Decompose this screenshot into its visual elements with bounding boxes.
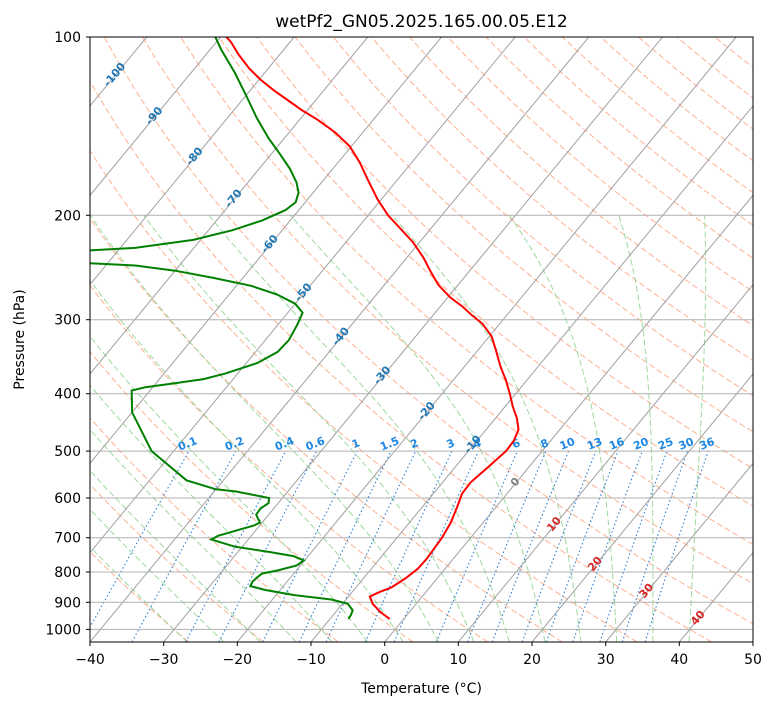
mixing-ratio-line [644, 450, 709, 642]
mixing-ratio-label: 3 [445, 436, 457, 451]
mixing-ratio-line [131, 450, 237, 642]
moist-adiabat-line [90, 215, 439, 642]
mixing-ratio-line [262, 450, 358, 642]
mixing-ratio-line [599, 450, 668, 642]
mixing-ratio-label: 36 [697, 435, 716, 453]
x-tick-label: 20 [523, 652, 541, 668]
x-axis-ticks: −40 −30 −20 −10 0 10 20 30 40 50 [75, 642, 762, 668]
chart-title: wetPf2_GN05.2025.165.00.05.E12 [275, 12, 567, 32]
pressure-gridlines [90, 37, 753, 630]
dry-adiabat-line [90, 217, 563, 642]
temperature-series-line [225, 37, 520, 620]
y-axis-label: Pressure (hPa) [12, 289, 28, 389]
mixing-ratio-label: 25 [656, 435, 675, 453]
mixing-ratio-line [393, 450, 480, 642]
moist-adiabat-line [90, 335, 369, 642]
x-tick-label: 10 [449, 652, 467, 668]
mixing-ratio-label: 1 [350, 436, 362, 451]
mixing-ratio-label: 16 [607, 435, 626, 453]
isotherm-line [90, 37, 221, 197]
y-tick-label: 100 [54, 30, 81, 46]
moist-adiabats [90, 214, 707, 642]
dry-adiabat-line [90, 284, 488, 642]
dry-adiabat-line [90, 350, 414, 642]
mixing-ratio-line [572, 450, 643, 642]
mixing-ratio-label: 13 [585, 435, 604, 453]
moist-adiabat-line [90, 469, 261, 642]
moist-adiabat-line [143, 215, 475, 642]
y-tick-label: 700 [54, 531, 81, 547]
dry-adiabat-line [90, 149, 638, 642]
mixing-ratio-line [491, 450, 570, 642]
mixing-ratio-label: 8 [539, 436, 551, 451]
y-tick-label: 1000 [45, 622, 81, 638]
moist-adiabat-line [391, 214, 582, 642]
y-axis-ticks: 100 200 300 400 500 600 700 800 900 1000 [45, 30, 90, 638]
y-tick-label: 500 [54, 444, 81, 460]
moist-adiabat-line [618, 215, 654, 642]
mixing-ratio-line [466, 450, 547, 642]
isotherm-line [90, 37, 295, 286]
y-tick-label: 200 [54, 208, 81, 224]
mixing-ratio-label: 30 [677, 435, 696, 453]
dry-adiabat-line [90, 483, 264, 642]
dry-adiabat-line [90, 80, 712, 642]
moist-adiabat-line [90, 384, 333, 642]
mixing-ratio-label: 10 [558, 435, 577, 453]
x-tick-label: 50 [744, 652, 762, 668]
dry-adiabat-line [332, 37, 753, 397]
x-tick-label: −10 [296, 652, 326, 668]
dry-adiabat-line [294, 37, 753, 433]
dry-adiabat-line [409, 37, 753, 327]
y-tick-label: 400 [54, 387, 81, 403]
mixing-ratio-line [621, 450, 689, 642]
isotherm-line [163, 37, 663, 642]
plot-area: 0.1 0.2 0.4 0.6 1 1.5 2 3 4 6 8 10 13 16 20 25 30 36 -100… [90, 37, 753, 642]
profiles [90, 37, 520, 620]
mixing-ratio-label: 20 [631, 435, 650, 453]
x-tick-label: 0 [380, 652, 389, 668]
mixing-ratio-line [545, 450, 619, 642]
mixing-ratio-line [521, 450, 597, 642]
x-tick-label: 30 [597, 652, 615, 668]
x-tick-label: −20 [223, 652, 253, 668]
moist-adiabat-line [90, 279, 404, 642]
moist-adiabat-line [508, 215, 618, 642]
isotherm-line [605, 462, 753, 642]
mixing-ratio-line [435, 450, 518, 642]
mixing-ratio-label: 2 [408, 436, 420, 451]
isotherm-line [384, 194, 753, 642]
moist-adiabat-line [208, 214, 510, 642]
isotherm-line [236, 37, 737, 642]
dry-adiabat-line [90, 551, 190, 642]
x-tick-label: −40 [75, 652, 105, 668]
isotherm-line [90, 37, 516, 554]
isotherm-line [90, 37, 442, 465]
mixing-ratio-line [90, 450, 190, 629]
isotherm-line [457, 283, 753, 642]
dry-adiabat-line [90, 417, 339, 642]
y-tick-label: 600 [54, 491, 81, 507]
y-tick-label: 300 [54, 313, 81, 329]
x-axis-label: Temperature (°C) [360, 681, 482, 697]
isotherm-line [531, 373, 753, 642]
dewpoint-series-line [90, 37, 354, 620]
isotherm-line [90, 37, 369, 375]
isotherm-line [310, 105, 753, 642]
y-tick-label: 800 [54, 565, 81, 581]
y-tick-label: 900 [54, 595, 81, 611]
x-tick-label: 40 [670, 652, 688, 668]
mixing-ratio-lines [90, 450, 709, 642]
plot-frame [89, 36, 754, 643]
dry-adiabat-line [103, 37, 753, 625]
moist-adiabat-line [688, 215, 707, 642]
moist-adiabat-line [290, 214, 546, 642]
dry-adiabat-line [142, 37, 753, 585]
isotherms [90, 37, 753, 642]
isotherm-line [90, 37, 590, 642]
x-tick-label: −30 [149, 652, 179, 668]
